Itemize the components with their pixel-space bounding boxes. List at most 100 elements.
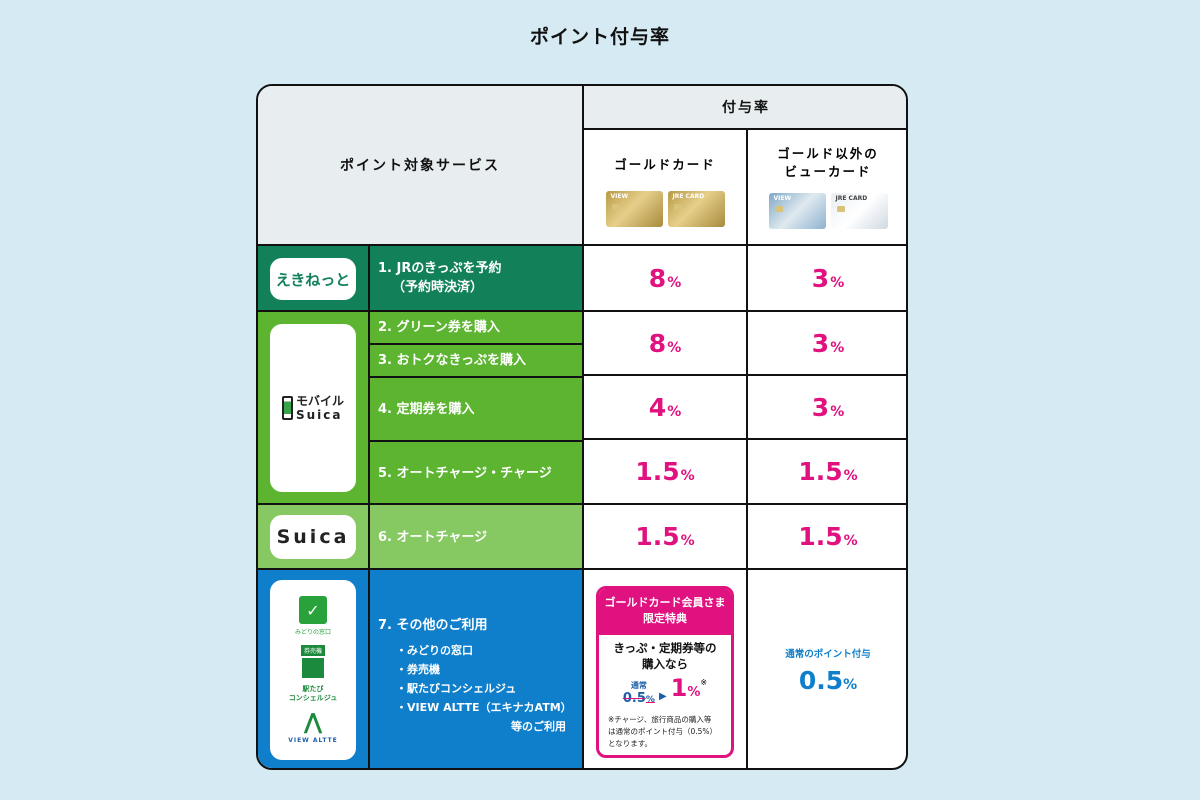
- rate-value: 8: [648, 328, 667, 358]
- service-label-6: 6. オートチャージ: [368, 505, 582, 570]
- service-label-1: 1. JRのきっぷを予約 （予約時決済）: [368, 246, 582, 310]
- mobile-suica-logo-text-1: モバイル: [295, 394, 344, 408]
- rate-green-gold: 8%: [582, 310, 746, 374]
- rate-value: 3: [811, 392, 830, 422]
- service-label-2-text: 2. グリーン券を購入: [378, 320, 500, 335]
- special-note-1: ※チャージ、旅行商品の購入等: [608, 715, 712, 724]
- other-section: ✓ みどりの窓口 券売機 駅たび コンシェルジュ ⋀ VIEW ALTTE 7.…: [258, 568, 582, 768]
- gold-card-header: ゴールドカード VIEW JRE CARD: [582, 128, 746, 244]
- gold-jre-card-image: JRE CARD: [667, 191, 725, 227]
- gold-special-offer-box: ゴールドカード会員さま 限定特典 きっぷ・定期券等の 購入なら 通常 0.5% …: [596, 586, 734, 758]
- concierge-label: 駅たび コンシェルジュ: [289, 685, 338, 703]
- suica-logo-text: Suica: [276, 526, 350, 548]
- ekinet-logo: えきねっと: [270, 258, 356, 300]
- rate-value: 1.5: [798, 522, 843, 551]
- service-label-4: 4. 定期券を購入: [368, 376, 582, 440]
- phone-icon: [281, 396, 293, 420]
- card-brand-label: VIEW: [610, 193, 629, 200]
- rate-unit: %: [645, 695, 655, 705]
- rate-value: 0.5: [798, 665, 844, 695]
- rate-value: 0.5: [622, 691, 646, 706]
- normal-rate: 0.5%: [623, 691, 655, 706]
- gold-special-cell: ゴールドカード会員さま 限定特典 きっぷ・定期券等の 購入なら 通常 0.5% …: [582, 568, 746, 768]
- special-offer-body-1: きっぷ・定期券等の: [613, 641, 717, 655]
- rate-teiki-other: 3%: [746, 374, 906, 438]
- other-card-header: ゴールド以外の ビューカード VIEW JRE CARD: [746, 128, 906, 244]
- service-label-6-text: 6. オートチャージ: [378, 530, 488, 545]
- ticket-machine-label: 券売機: [300, 645, 325, 656]
- concierge-label-2: コンシェルジュ: [288, 694, 338, 702]
- suica-logo: Suica: [270, 515, 356, 559]
- service-label-3-text: 3. おトクなきっぷを購入: [378, 353, 526, 368]
- service-label-7: 7. その他のご利用 ・みどりの窓口 ・券売機 ・駅たびコンシェルジュ ・VIE…: [368, 570, 582, 768]
- ekinet-section: えきねっと 1. JRのきっぷを予約 （予約時決済）: [258, 244, 582, 310]
- card-brand-label: JRE CARD: [835, 195, 868, 202]
- rate-unit: %: [667, 274, 682, 291]
- midori-window-label: みどりの窓口: [294, 629, 331, 636]
- service-label-4-text: 4. 定期券を購入: [378, 401, 475, 417]
- rate-unit: %: [680, 468, 695, 484]
- rate-unit: %: [830, 274, 845, 291]
- gold-card-label: ゴールドカード: [614, 157, 716, 172]
- service-label-7-title: 7. その他のご利用: [378, 618, 488, 633]
- other-service-item: ・券売機: [396, 663, 440, 676]
- rate-value: 1.5: [798, 457, 843, 486]
- other-card-label-2: ビューカード: [784, 164, 872, 179]
- service-header-label: ポイント対象サービス: [340, 158, 500, 174]
- view-altte-label: VIEW ALTTE: [288, 737, 338, 744]
- rate-green-other: 3%: [746, 310, 906, 374]
- rate-suica-gold: 1.5%: [582, 503, 746, 568]
- rate-value: 4: [648, 392, 667, 422]
- rate-unit: %: [667, 403, 682, 420]
- ekinet-logo-text: えきねっと: [275, 270, 351, 289]
- ticket-machine-icon: 券売機: [300, 645, 325, 678]
- rate-suica-other: 1.5%: [746, 503, 906, 568]
- rate-unit: %: [843, 676, 858, 693]
- page-title: ポイント付与率: [529, 26, 670, 48]
- other-service-tail: 等のご利用: [511, 720, 566, 733]
- rate-value: 1.5: [635, 522, 680, 551]
- rate-other-normal: 0.5%: [799, 666, 857, 695]
- special-rate: 1%: [671, 675, 701, 706]
- service-label-5: 5. オートチャージ・チャージ: [368, 440, 582, 505]
- rate-value: 3: [811, 328, 830, 358]
- special-offer-header-2: 限定特典: [643, 612, 687, 625]
- other-card-normal-cell: 通常のポイント付与 0.5%: [746, 568, 906, 768]
- other-service-item: ・駅たびコンシェルジュ: [396, 682, 517, 695]
- mobile-suica-logo-text-2: Suica: [295, 408, 343, 422]
- other-service-item: ・VIEW ALTTE（エキナカATM）: [396, 701, 572, 714]
- rate-value: 8: [648, 263, 667, 293]
- rate-unit: %: [843, 468, 858, 484]
- midori-window-icon: ✓: [299, 596, 327, 624]
- normal-point-label: 通常のポイント付与: [785, 648, 871, 660]
- service-label-1-line2: （予約時決済）: [392, 280, 484, 295]
- rate-value: 1.5: [635, 457, 680, 486]
- other-service-item: ・みどりの窓口: [396, 644, 473, 657]
- rate-ekinet-gold: 8%: [582, 244, 746, 310]
- gold-card-images: VIEW JRE CARD: [584, 191, 746, 227]
- rate-unit: %: [667, 339, 682, 356]
- view-altte-icon: ⋀: [303, 710, 323, 735]
- special-offer-header: ゴールドカード会員さま 限定特典: [599, 589, 731, 635]
- footnote-mark: ※: [700, 678, 708, 687]
- suica-section: Suica 6. オートチャージ: [258, 503, 582, 570]
- jre-card-image: JRE CARD: [830, 193, 888, 229]
- rate-header-label: 付与率: [722, 100, 770, 116]
- service-label-5-text: 5. オートチャージ・チャージ: [378, 466, 552, 481]
- rate-value: 3: [811, 263, 830, 293]
- service-label-3: 3. おトクなきっぷを購入: [368, 343, 582, 376]
- rate-value: 1: [670, 674, 688, 702]
- service-label-2: 2. グリーン券を購入: [368, 312, 582, 343]
- rate-ekinet-other: 3%: [746, 244, 906, 310]
- mobile-suica-logo: モバイル Suica: [270, 324, 356, 492]
- view-card-image: VIEW: [768, 193, 826, 229]
- gold-view-card-image: VIEW: [605, 191, 663, 227]
- special-offer-header-1: ゴールドカード会員さま: [604, 596, 726, 609]
- special-offer-body-2: 購入なら: [642, 657, 688, 671]
- other-card-images: VIEW JRE CARD: [748, 193, 906, 229]
- rate-unit: %: [830, 339, 845, 356]
- card-brand-label: VIEW: [773, 195, 792, 202]
- rate-header: 付与率: [582, 86, 906, 128]
- card-brand-label: JRE CARD: [672, 193, 705, 200]
- rate-unit: %: [680, 533, 695, 549]
